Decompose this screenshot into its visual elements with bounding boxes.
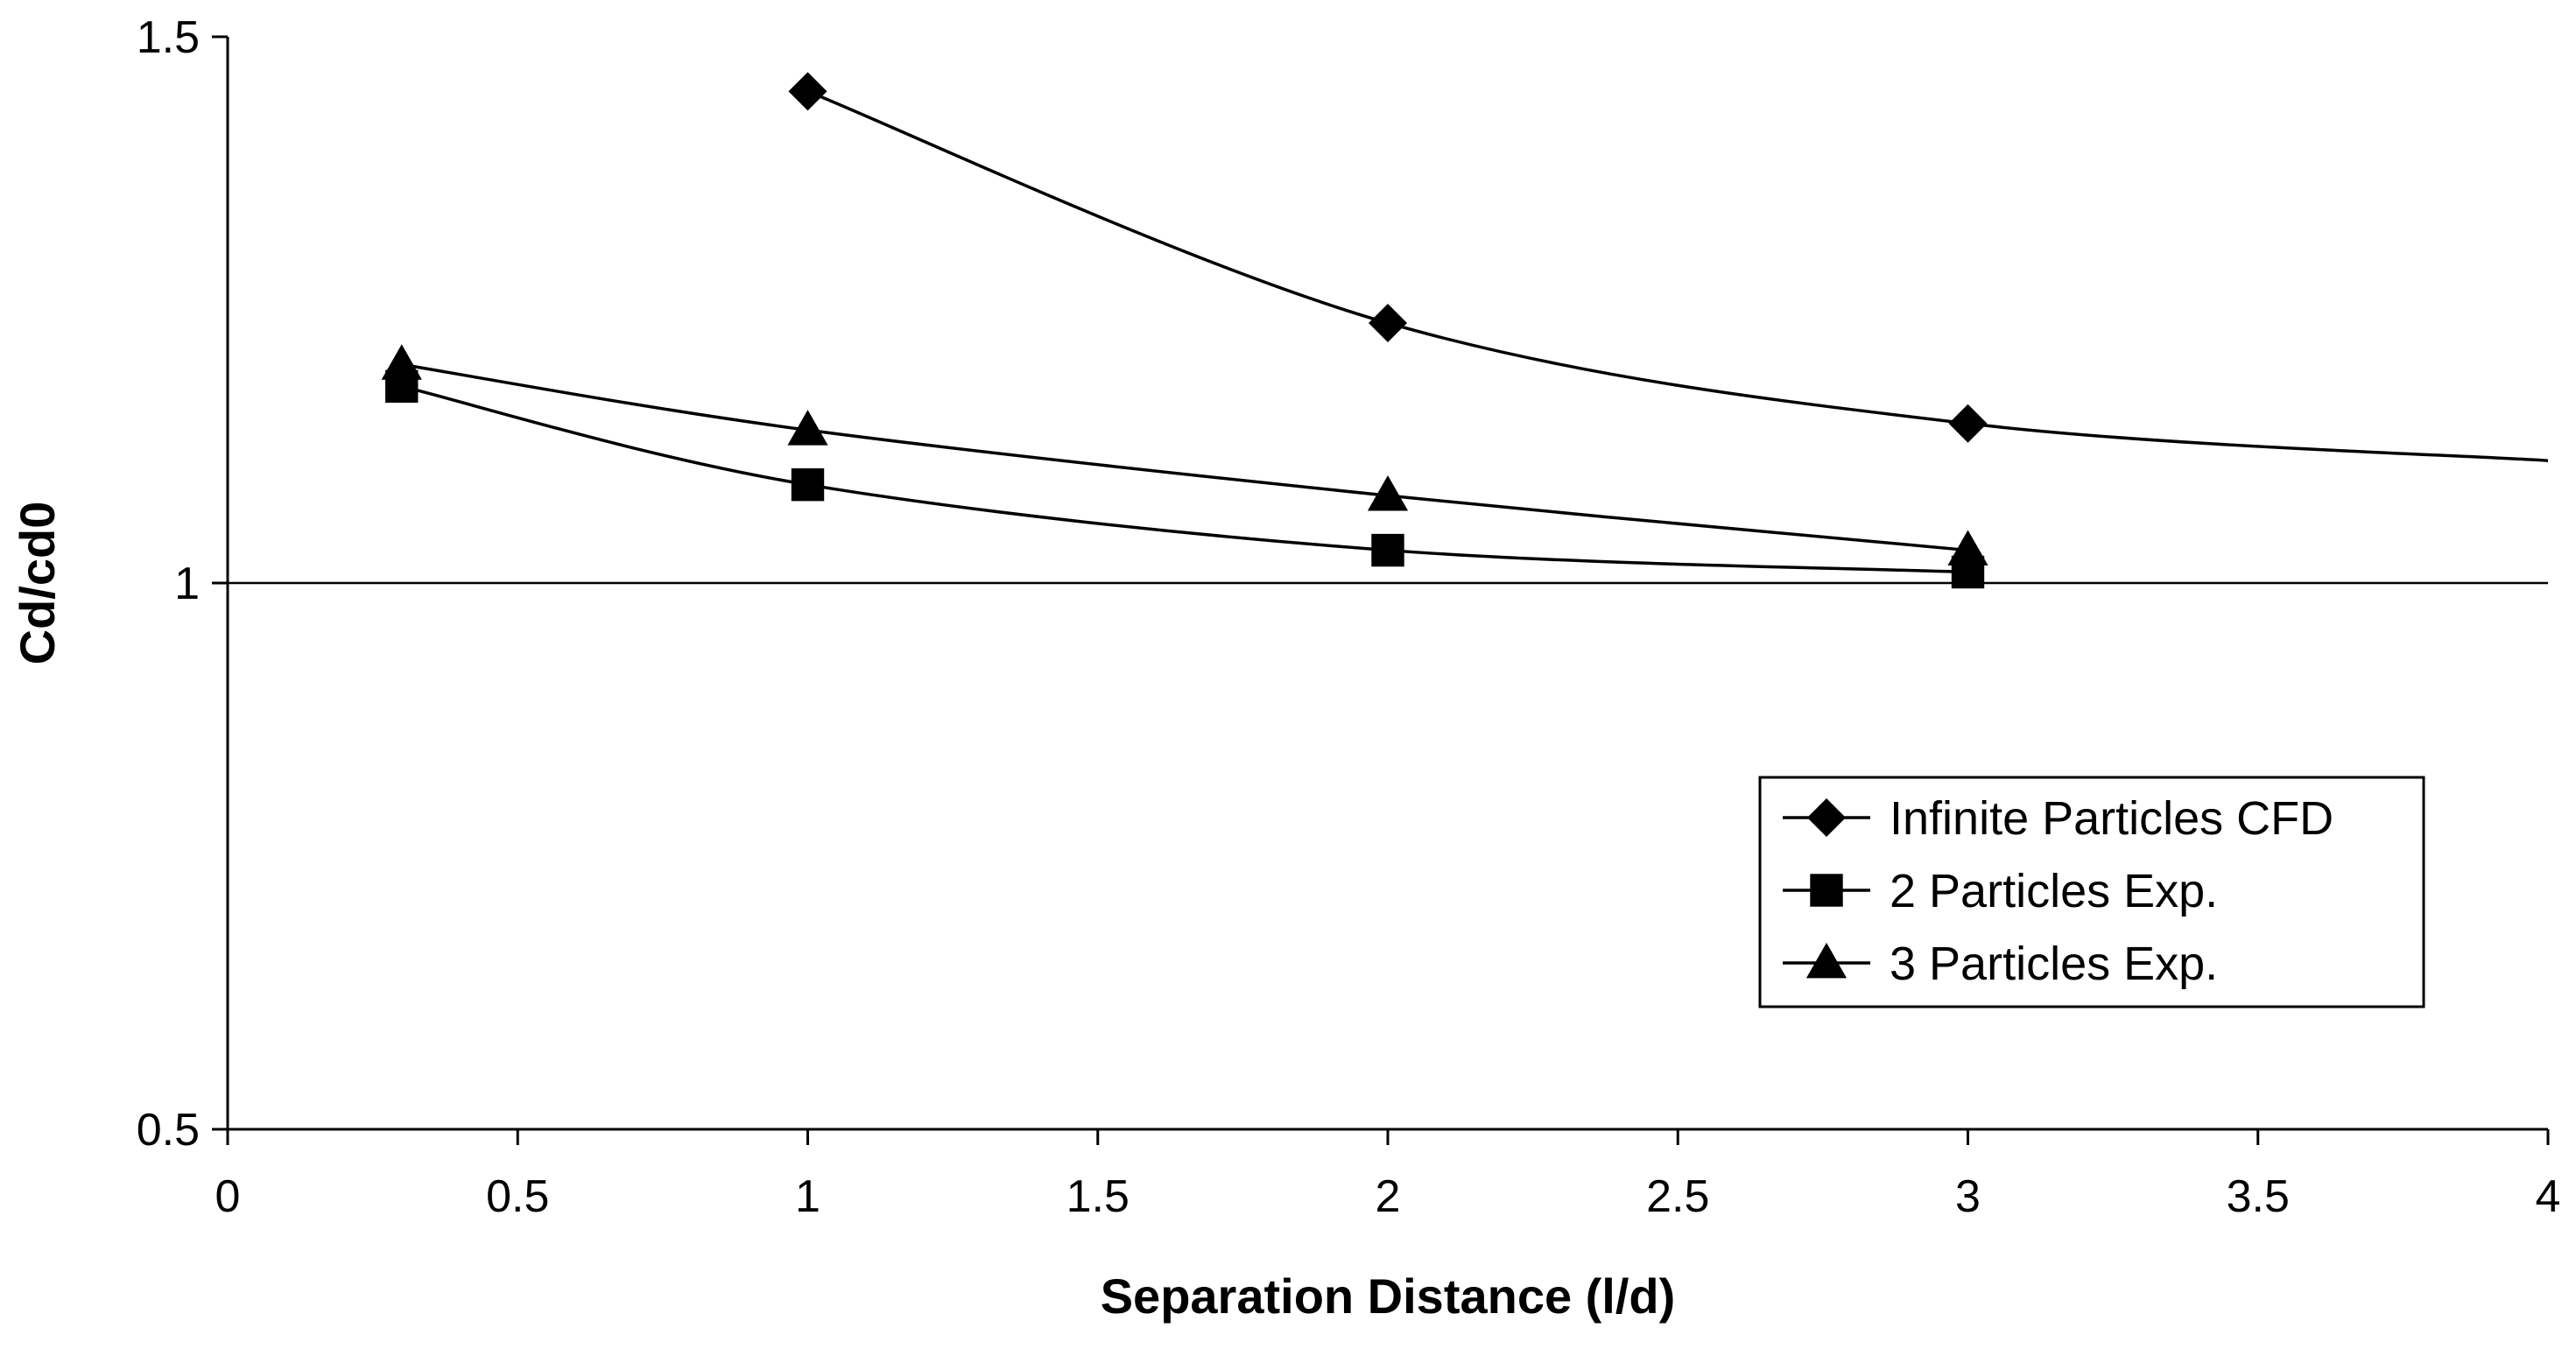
legend-label-infinite-particles-cfd: Infinite Particles CFD — [1890, 792, 2333, 845]
y-axis-title: Cd/cd0 — [10, 502, 65, 665]
x-tick-label: 3 — [1955, 1171, 1981, 1222]
data-point-3-particles-exp — [381, 344, 422, 380]
series-line-2-particles-exp — [401, 384, 1968, 574]
legend-marker-2-particles-exp — [1810, 874, 1843, 907]
x-tick-label: 2.5 — [1646, 1171, 1709, 1222]
data-point-infinite-particles-cfd — [1369, 303, 1407, 342]
x-tick-label: 3.5 — [2227, 1171, 2290, 1222]
data-point-2-particles-exp — [1371, 533, 1404, 567]
y-tick-label: 1.5 — [137, 12, 200, 63]
legend: Infinite Particles CFD 2 Particles Exp. 3 … — [1758, 776, 2425, 1008]
x-axis-title: Separation Distance (l/d) — [1101, 1268, 1676, 1324]
legend-label-3-particles-exp: 3 Particles Exp. — [1890, 938, 2218, 990]
series-line-3-particles-exp — [401, 362, 1968, 552]
series-group — [381, 72, 2549, 589]
data-point-infinite-particles-cfd — [788, 72, 827, 111]
series-line-infinite-particles-cfd — [806, 89, 2549, 462]
x-tick-label: 2 — [1376, 1171, 1401, 1222]
axes: 0.5 1 1.5 0 0.5 1 1.5 2 2.5 3 3.5 4 — [137, 12, 2561, 1222]
x-tick-label: 1 — [795, 1171, 820, 1222]
data-point-3-particles-exp — [1947, 530, 1988, 566]
x-tick-label: 0.5 — [486, 1171, 549, 1222]
x-tick-label: 1.5 — [1066, 1171, 1130, 1222]
y-tick-label: 1 — [174, 559, 200, 609]
series-infinite-particles-cfd — [788, 72, 2549, 462]
legend-label-2-particles-exp: 2 Particles Exp. — [1890, 865, 2218, 917]
data-point-3-particles-exp — [1367, 475, 1409, 511]
data-point-infinite-particles-cfd — [1948, 404, 1988, 443]
legend-marker-3-particles-exp — [1805, 942, 1848, 979]
data-point-2-particles-exp — [791, 467, 825, 502]
x-tick-label: 0 — [215, 1171, 241, 1222]
series-3-particles-exp — [381, 344, 1988, 566]
x-tick-label: 4 — [2536, 1171, 2561, 1222]
legend-marker-infinite-particles-cfd — [1807, 798, 1846, 837]
legend-box — [1758, 776, 2425, 1008]
data-point-3-particles-exp — [787, 410, 828, 446]
y-tick-label: 0.5 — [137, 1105, 200, 1156]
